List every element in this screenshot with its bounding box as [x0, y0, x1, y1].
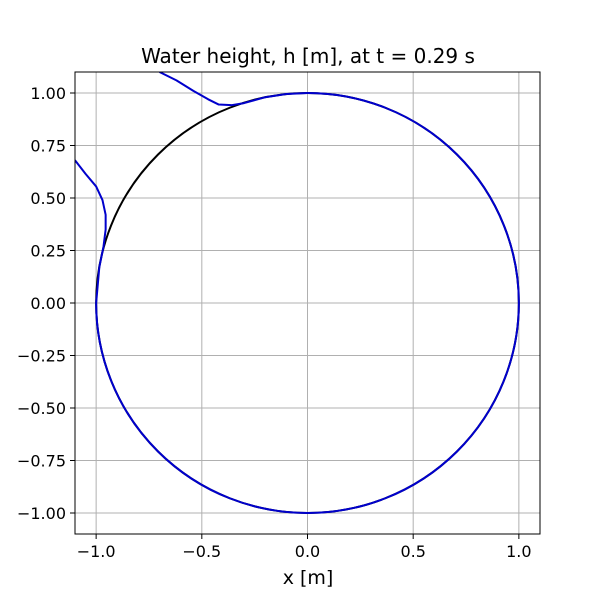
- y-tick-label: −0.50: [17, 399, 66, 418]
- y-tick-label: 0.25: [30, 242, 66, 261]
- x-tick-label: −0.5: [182, 542, 221, 561]
- x-tick-label: −1.0: [77, 542, 116, 561]
- y-tick-label: 0.75: [30, 137, 66, 156]
- x-tick-label: 0.5: [400, 542, 425, 561]
- water-height-arc-line: [95, 92, 520, 514]
- y-axis: 1.00 0.75 0.50 0.25 0.00 −0.25 −0.50 −0.75 −1.00: [17, 84, 75, 523]
- x-axis: −1.0 −0.5 0.0 0.5 1.0: [77, 534, 532, 561]
- plot-lines: [75, 72, 520, 514]
- y-tick-label: 1.00: [30, 84, 66, 103]
- y-tick-label: −0.25: [17, 347, 66, 366]
- water-height-segment-line: [159, 72, 308, 107]
- y-tick-label: 0.50: [30, 189, 66, 208]
- y-tick-label: 0.00: [30, 294, 66, 313]
- x-axis-label: x [m]: [283, 567, 334, 589]
- x-tick-label: 0.0: [295, 542, 320, 561]
- y-tick-label: −0.75: [17, 452, 66, 471]
- water-height-segment-line: [75, 159, 107, 304]
- chart-title: Water height, h [m], at t = 0.29 s: [141, 44, 475, 68]
- y-tick-label: −1.00: [17, 504, 66, 523]
- x-tick-label: 1.0: [506, 542, 531, 561]
